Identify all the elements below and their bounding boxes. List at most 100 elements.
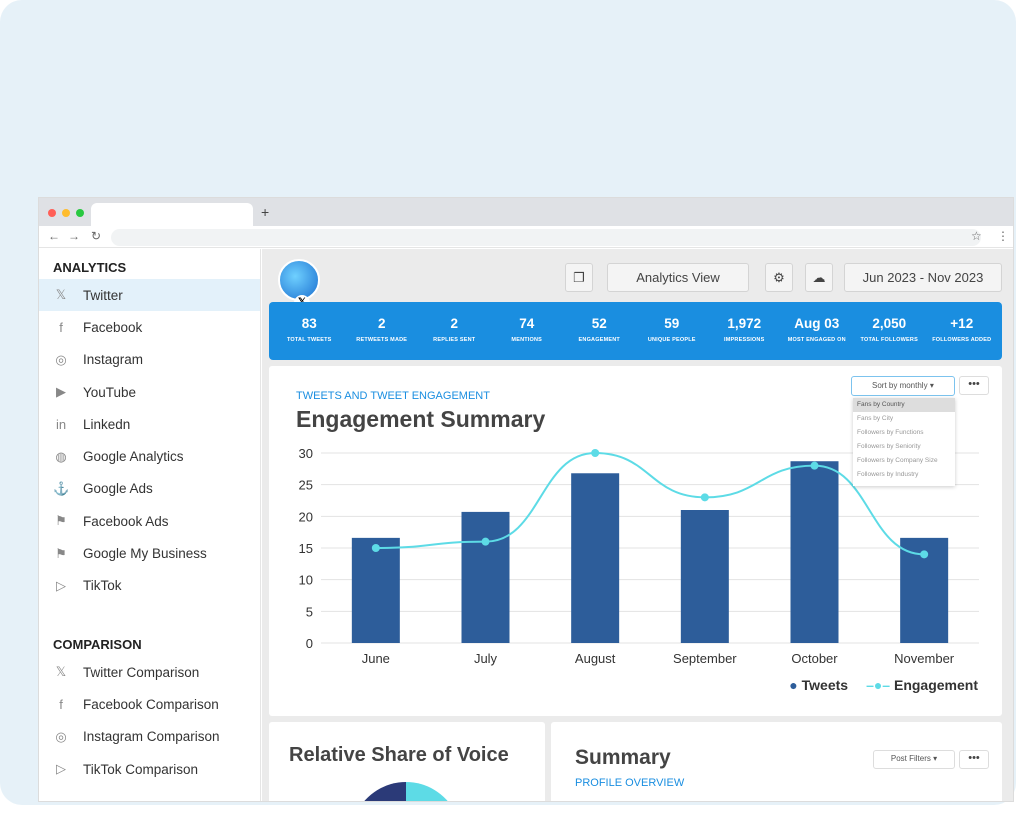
bar-tweets	[461, 511, 510, 643]
stat-value: +12	[950, 316, 974, 331]
x-tick-label: October	[791, 651, 838, 666]
share-pie-chart	[364, 782, 448, 801]
back-icon[interactable]: ←	[48, 229, 60, 243]
post-filters-dropdown[interactable]: Post Filters ▾	[873, 750, 955, 769]
x-tick-label: August	[575, 651, 616, 666]
sidebar-item-instagram-comparison[interactable]: ◎ Instagram Comparison	[39, 721, 260, 753]
sidebar-item-label: Facebook	[83, 319, 143, 335]
x-tick-label: July	[474, 651, 498, 666]
pie-slice	[364, 782, 406, 801]
copy-icon[interactable]: ❐	[565, 263, 593, 292]
sidebar-item-label: YouTube	[83, 384, 137, 400]
stat-label: MENTIONS	[511, 337, 543, 343]
anchor-icon: ⚓	[53, 480, 70, 496]
stat-label: ENGAGEMENT	[578, 337, 620, 343]
stat-impressions: 1,972 IMPRESSIONS	[708, 302, 781, 360]
new-tab-icon[interactable]: +	[261, 204, 270, 220]
legend-tweets: ● Tweets	[789, 677, 849, 693]
sidebar-item-facebook-comparison[interactable]: f Facebook Comparison	[39, 688, 260, 720]
comparison-heading: COMPARISON	[53, 636, 142, 652]
sidebar-item-instagram[interactable]: ◎ Instagram	[39, 344, 260, 376]
engagement-point	[591, 449, 600, 457]
summary-more-button[interactable]: •••	[959, 750, 989, 769]
sort-dropdown[interactable]: Sort by monthly ▾	[851, 376, 955, 396]
summary-title: Summary	[575, 746, 671, 769]
stat-value: Aug 03	[794, 316, 840, 331]
sidebar-item-tiktok-comparison[interactable]: ▷ TikTok Comparison	[39, 753, 260, 785]
x-tick-label: September	[673, 651, 737, 666]
profile-avatar: 𝕏	[278, 259, 320, 311]
more-options-button[interactable]: •••	[959, 376, 989, 395]
share-of-voice-card: Relative Share of Voice	[269, 722, 545, 801]
engagement-point	[920, 550, 929, 559]
bar-tweets	[571, 473, 620, 643]
browser-window: + ← → ↻ ☆ ⋮ ANALYTICS 𝕏 Twitter f Facebook ◎…	[38, 197, 1014, 802]
url-input[interactable]	[111, 229, 981, 246]
gear-icon[interactable]: ⚙	[765, 263, 793, 292]
sidebar-item-tiktok[interactable]: ▷ TikTok	[39, 570, 260, 602]
tab-bar: +	[39, 198, 1013, 226]
maximize-window-button[interactable]	[76, 209, 84, 217]
forward-icon[interactable]: →	[68, 229, 80, 243]
sidebar-item-google-ads[interactable]: ⚓ Google Ads	[39, 473, 260, 505]
bar-tweets	[680, 510, 729, 643]
bar-tweets	[351, 537, 400, 643]
sidebar-item-twitter[interactable]: 𝕏 Twitter	[39, 279, 260, 312]
y-tick-label: 30	[299, 446, 313, 461]
sidebar-item-facebook-ads[interactable]: ⚑ Facebook Ads	[39, 505, 260, 537]
stat-most-engaged-on: Aug 03 MOST ENGAGED ON	[781, 302, 854, 360]
main-content: 𝕏 ❐ Analytics View ⚙ ☁ Jun 2023 - Nov 20…	[262, 249, 1013, 801]
stat-label: REPLIES SENT	[433, 337, 476, 343]
analytics-heading: ANALYTICS	[53, 260, 127, 275]
y-tick-label: 15	[299, 541, 313, 556]
stat-value: 74	[519, 316, 535, 331]
analytics-view-button[interactable]: Analytics View	[607, 263, 749, 292]
browser-menu-icon[interactable]: ⋮	[997, 229, 1009, 243]
browser-tab[interactable]	[91, 203, 253, 226]
sidebar-item-label: Twitter Comparison	[83, 664, 200, 680]
engagement-point	[700, 493, 709, 502]
sidebar-item-youtube[interactable]: ▶ YouTube	[39, 376, 260, 408]
y-tick-label: 10	[299, 573, 313, 588]
y-tick-label: 25	[299, 478, 313, 493]
stat-value: 2	[377, 316, 386, 331]
cloud-download-icon[interactable]: ☁	[805, 263, 833, 292]
sidebar-item-label: Instagram	[83, 352, 144, 368]
date-range-button[interactable]: Jun 2023 - Nov 2023	[844, 263, 1002, 292]
menu-item[interactable]: Followers by Company Size	[857, 457, 938, 464]
x-tick-label: November	[894, 651, 955, 666]
menu-item[interactable]: Followers by Seniority	[857, 443, 921, 450]
engagement-title: Engagement Summary	[296, 406, 546, 432]
sidebar-item-linkedn[interactable]: in Linkedn	[39, 408, 260, 440]
close-window-button[interactable]	[48, 209, 56, 217]
sidebar-item-google-analytics[interactable]: ◍ Google Analytics	[39, 440, 260, 472]
engagement-subtitle: TWEETS AND TWEET ENGAGEMENT	[296, 390, 490, 402]
stat-label: FOLLOWERS ADDED	[932, 337, 992, 343]
stat-label: IMPRESSIONS	[724, 337, 765, 343]
stat-value: 83	[301, 316, 317, 331]
summary-card: Summary PROFILE OVERVIEW Post Filters ▾ …	[551, 722, 1002, 801]
bookmark-star-icon[interactable]: ☆	[971, 229, 982, 243]
stat-label: TOTAL FOLLOWERS	[860, 337, 918, 343]
y-tick-label: 0	[306, 636, 313, 651]
stat-total-tweets: 83 TOTAL TWEETS	[273, 302, 346, 360]
flag-icon: ⚑	[55, 513, 67, 529]
facebook-icon: f	[59, 696, 63, 712]
sort-menu: Fans by Country Fans by City Followers by …	[853, 398, 955, 486]
play-icon: ▷	[56, 577, 66, 593]
stat-engagement: 52 ENGAGEMENT	[563, 302, 636, 360]
reload-icon[interactable]: ↻	[91, 229, 102, 243]
engagement-chart: 0 5 10 15 20 25 30 June July August September Octob…	[299, 446, 979, 666]
minimize-window-button[interactable]	[62, 209, 70, 217]
sidebar-item-twitter-comparison[interactable]: 𝕏 Twitter Comparison	[39, 656, 260, 688]
address-bar-row: ← → ↻ ☆ ⋮	[39, 226, 1013, 248]
menu-item[interactable]: Fans by Country	[853, 398, 955, 412]
play-icon: ▷	[56, 761, 66, 776]
menu-item[interactable]: Fans by City	[857, 415, 894, 422]
sidebar-item-facebook[interactable]: f Facebook	[39, 311, 260, 343]
menu-item[interactable]: Followers by Functions	[857, 429, 924, 436]
sidebar-item-label: TikTok Comparison	[83, 761, 199, 777]
menu-item[interactable]: Followers by Industry	[857, 471, 919, 478]
sidebar-item-google-my-business[interactable]: ⚑ Google My Business	[39, 537, 260, 569]
sidebar-item-label: Google Analytics	[83, 449, 184, 465]
